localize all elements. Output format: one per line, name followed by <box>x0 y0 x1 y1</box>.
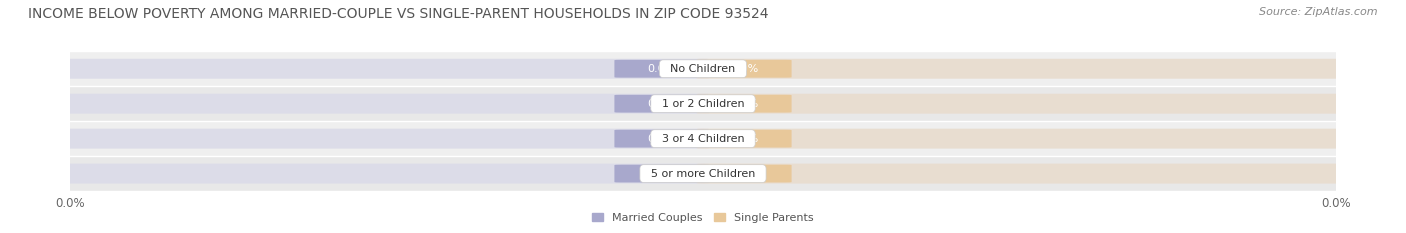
Text: 0.0%: 0.0% <box>648 99 676 109</box>
FancyBboxPatch shape <box>697 95 792 113</box>
Text: 0.0%: 0.0% <box>730 169 758 178</box>
Bar <box>70 51 1336 86</box>
Text: 5 or more Children: 5 or more Children <box>644 169 762 178</box>
Legend: Married Couples, Single Parents: Married Couples, Single Parents <box>588 209 818 227</box>
Text: No Children: No Children <box>664 64 742 74</box>
Text: Source: ZipAtlas.com: Source: ZipAtlas.com <box>1260 7 1378 17</box>
Text: INCOME BELOW POVERTY AMONG MARRIED-COUPLE VS SINGLE-PARENT HOUSEHOLDS IN ZIP COD: INCOME BELOW POVERTY AMONG MARRIED-COUPL… <box>28 7 769 21</box>
FancyBboxPatch shape <box>614 95 710 113</box>
FancyBboxPatch shape <box>614 130 710 147</box>
FancyBboxPatch shape <box>697 60 792 78</box>
FancyBboxPatch shape <box>63 59 710 79</box>
Text: 0.0%: 0.0% <box>648 134 676 144</box>
Text: 0.0%: 0.0% <box>648 64 676 74</box>
FancyBboxPatch shape <box>697 164 1343 184</box>
Bar <box>70 121 1336 156</box>
FancyBboxPatch shape <box>63 164 710 184</box>
Text: 0.0%: 0.0% <box>730 134 758 144</box>
FancyBboxPatch shape <box>63 94 710 114</box>
FancyBboxPatch shape <box>63 129 710 149</box>
Text: 0.0%: 0.0% <box>648 169 676 178</box>
Bar <box>70 86 1336 121</box>
FancyBboxPatch shape <box>697 165 792 182</box>
Text: 0.0%: 0.0% <box>730 64 758 74</box>
FancyBboxPatch shape <box>697 94 1343 114</box>
Text: 0.0%: 0.0% <box>730 99 758 109</box>
FancyBboxPatch shape <box>697 59 1343 79</box>
FancyBboxPatch shape <box>614 60 710 78</box>
Text: 1 or 2 Children: 1 or 2 Children <box>655 99 751 109</box>
FancyBboxPatch shape <box>614 165 710 182</box>
FancyBboxPatch shape <box>697 129 1343 149</box>
FancyBboxPatch shape <box>697 130 792 147</box>
Bar <box>70 156 1336 191</box>
Text: 3 or 4 Children: 3 or 4 Children <box>655 134 751 144</box>
